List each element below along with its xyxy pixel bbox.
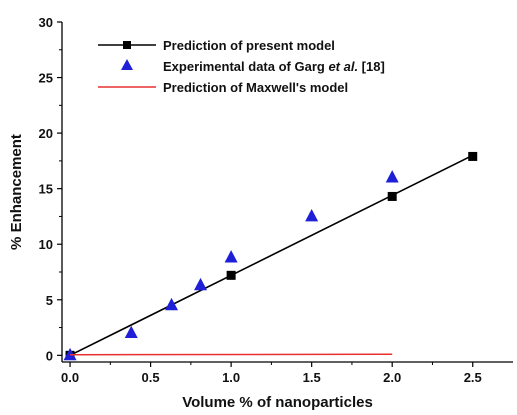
y-axis-title: % Enhancement: [8, 134, 25, 250]
legend-label: Experimental data of Garg et al. [18]: [163, 59, 385, 74]
data-point-garg: [124, 325, 138, 339]
legend: Prediction of present model Experimental …: [98, 38, 385, 95]
data-point-present-model: [387, 191, 397, 201]
y-tick-label: 10: [39, 237, 53, 252]
legend-key-marker: [123, 41, 131, 49]
y-tick-label: 25: [39, 71, 53, 86]
data-point-garg: [305, 209, 319, 222]
x-axis-title: Volume % of nanoparticles: [182, 394, 373, 411]
data-point-garg: [224, 250, 238, 263]
y-tick-label: 5: [46, 293, 53, 308]
x-tick-label: 2.0: [383, 370, 401, 385]
x-tick-label: 0.5: [142, 370, 160, 385]
x-tick-label: 0.0: [61, 370, 79, 385]
y-tick-label: 30: [39, 15, 53, 30]
x-tick-label: 1.0: [222, 370, 240, 385]
data-point-present-model: [226, 270, 236, 280]
legend-label: Prediction of Maxwell's model: [163, 80, 348, 95]
y-tick-label: 15: [39, 182, 53, 197]
series-line-present-model: [69, 154, 474, 357]
legend-key-marker: [121, 59, 133, 70]
data-point-garg: [165, 297, 179, 311]
legend-label: Prediction of present model: [163, 38, 335, 53]
y-tick-label: 20: [39, 126, 53, 141]
x-tick-label: 2.5: [464, 370, 482, 385]
x-tick-label: 1.5: [303, 370, 321, 385]
series-line-maxwell: [70, 353, 393, 356]
data-point-garg: [194, 277, 208, 291]
data-point-present-model: [468, 151, 478, 161]
data-point-garg: [385, 170, 399, 183]
y-tick-label: 0: [46, 348, 53, 363]
